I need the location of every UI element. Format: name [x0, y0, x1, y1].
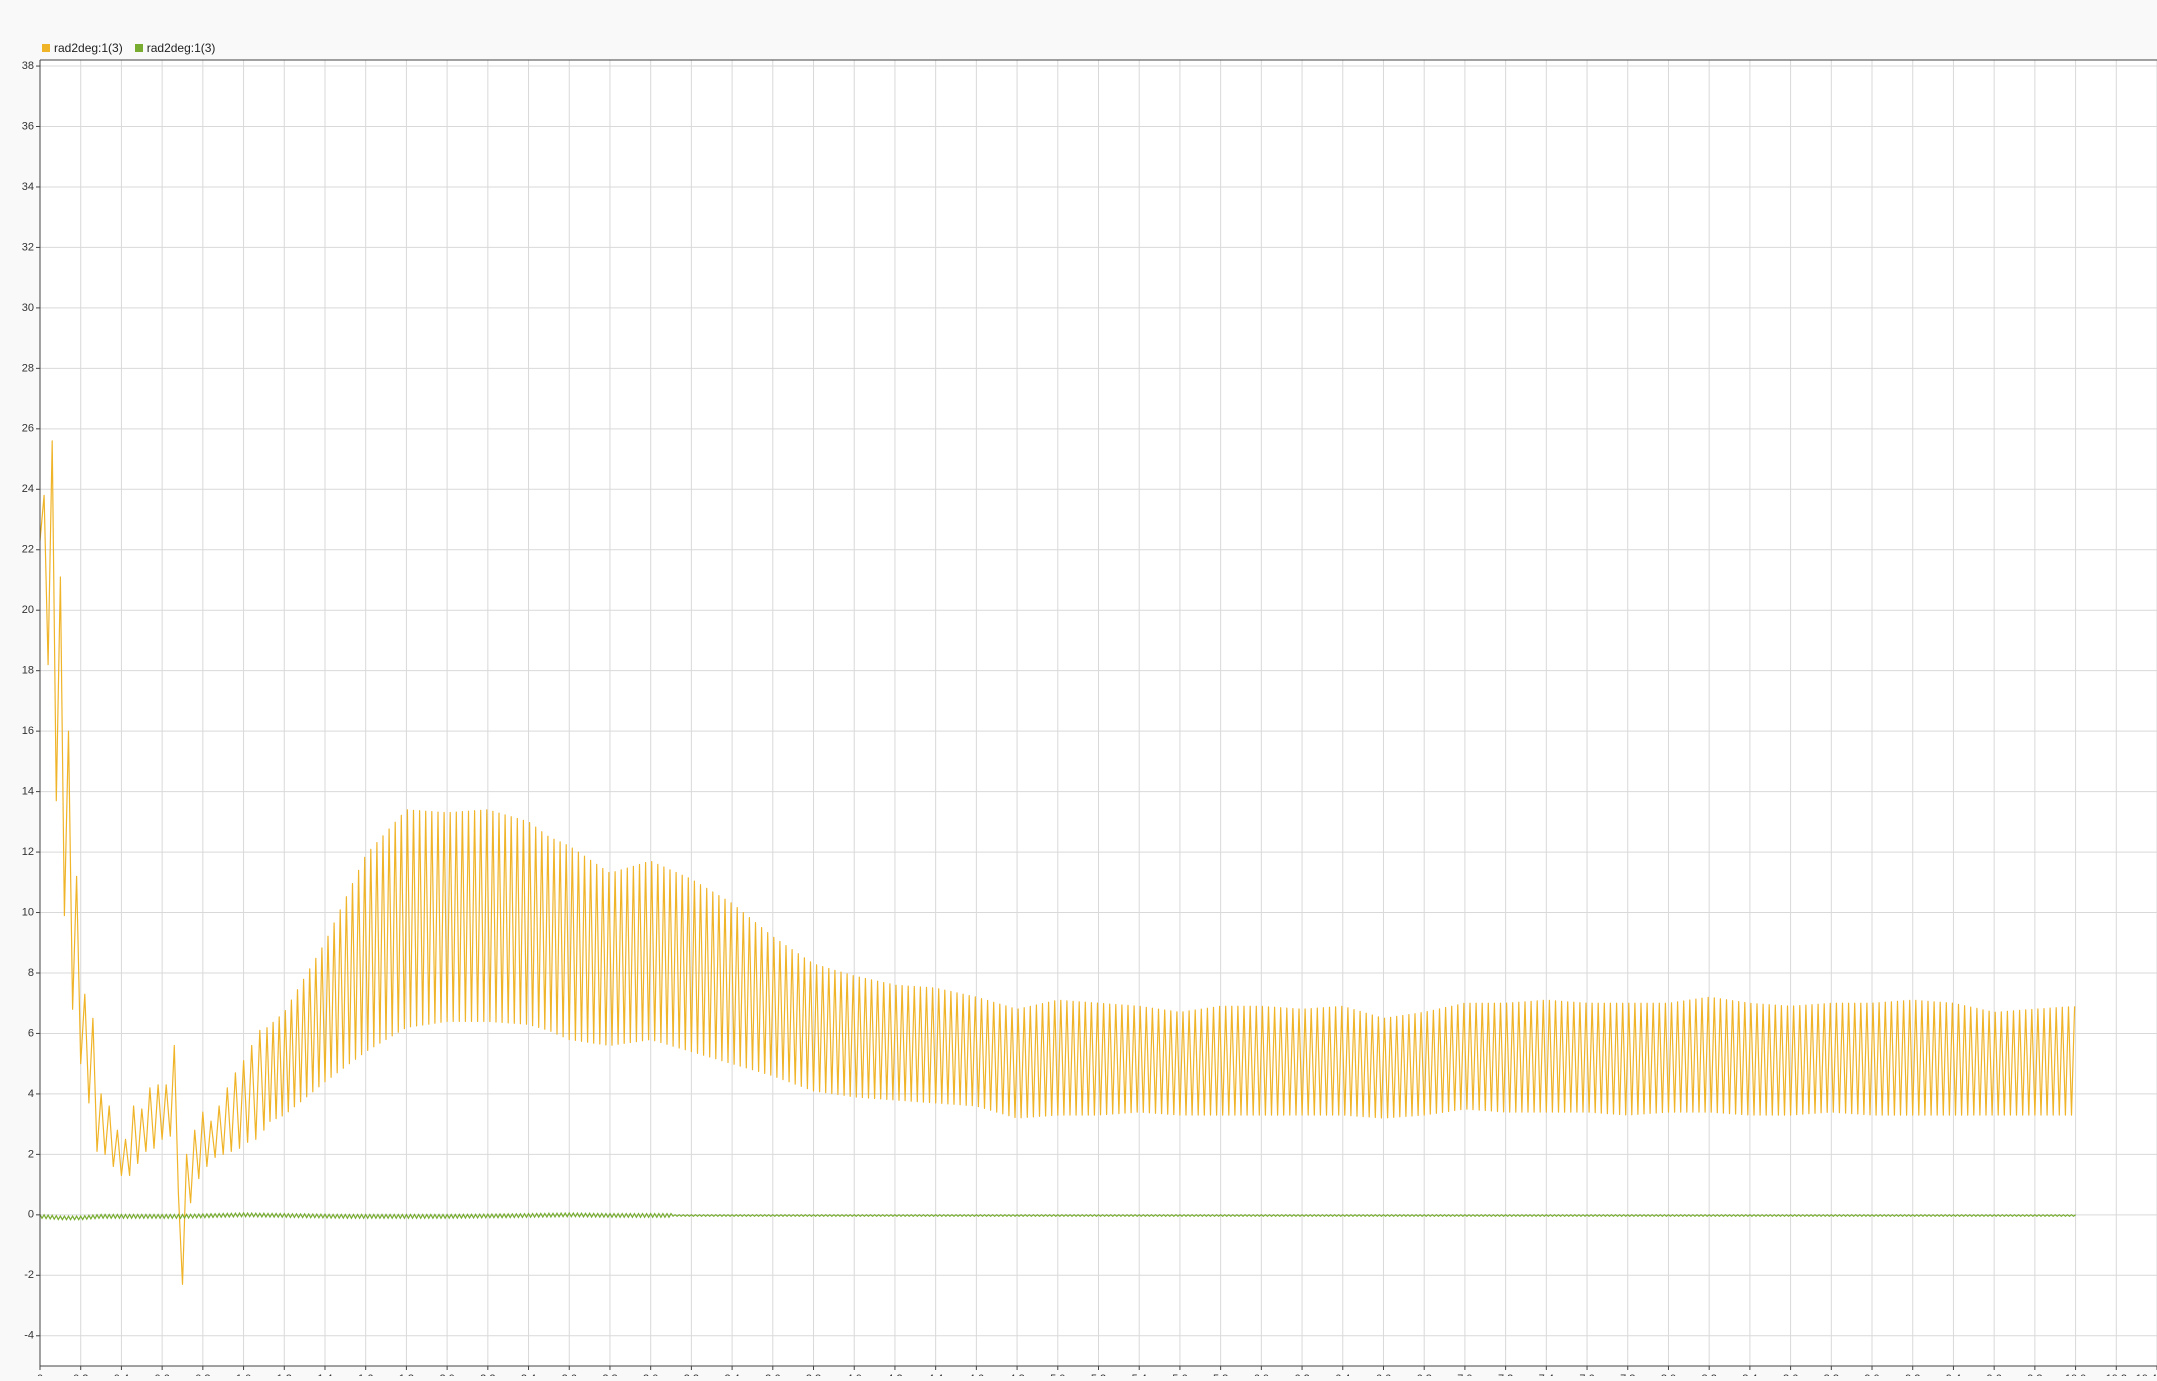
- y-tick-label: 6: [28, 1027, 34, 1039]
- y-tick-label: 38: [22, 60, 34, 72]
- y-tick-label: 34: [22, 181, 34, 193]
- legend: rad2deg:1(3) rad2deg:1(3): [42, 40, 227, 56]
- y-tick-label: 4: [28, 1088, 34, 1100]
- y-tick-label: 20: [22, 604, 34, 616]
- y-tick-label: -2: [24, 1269, 34, 1281]
- y-tick-label: 2: [28, 1148, 34, 1160]
- y-tick-label: 0: [28, 1209, 34, 1221]
- y-tick-label: 32: [22, 241, 34, 253]
- y-tick-label: 16: [22, 725, 34, 737]
- legend-swatch-series-1: [42, 44, 50, 52]
- y-tick-label: -4: [24, 1330, 34, 1342]
- y-tick-label: 22: [22, 544, 34, 556]
- legend-label-series-1: rad2deg:1(3): [54, 41, 123, 55]
- y-tick-label: 18: [22, 665, 34, 677]
- series-layer: [39, 440, 2076, 1285]
- y-tick-label: 8: [28, 967, 34, 979]
- axes: [36, 59, 2157, 1370]
- series-line-2: [39, 1211, 2076, 1221]
- legend-swatch-series-2: [134, 44, 143, 52]
- y-tick-label: 28: [22, 362, 34, 374]
- y-tick-label: 14: [22, 786, 34, 798]
- series-line-1: [39, 440, 2076, 1285]
- legend-label-series-2: rad2deg:1(3): [146, 41, 216, 55]
- y-tick-label: 12: [22, 846, 34, 858]
- y-tick-label: 24: [22, 483, 34, 495]
- y-tick-label: 30: [22, 302, 34, 314]
- y-tick-label: 36: [22, 120, 34, 132]
- y-tick-label: 10: [22, 906, 34, 918]
- legend-item-series-1[interactable]: rad2deg:1(3): [42, 41, 123, 55]
- legend-item-series-2[interactable]: rad2deg:1(3): [134, 41, 216, 55]
- y-tick-label: 26: [22, 423, 34, 435]
